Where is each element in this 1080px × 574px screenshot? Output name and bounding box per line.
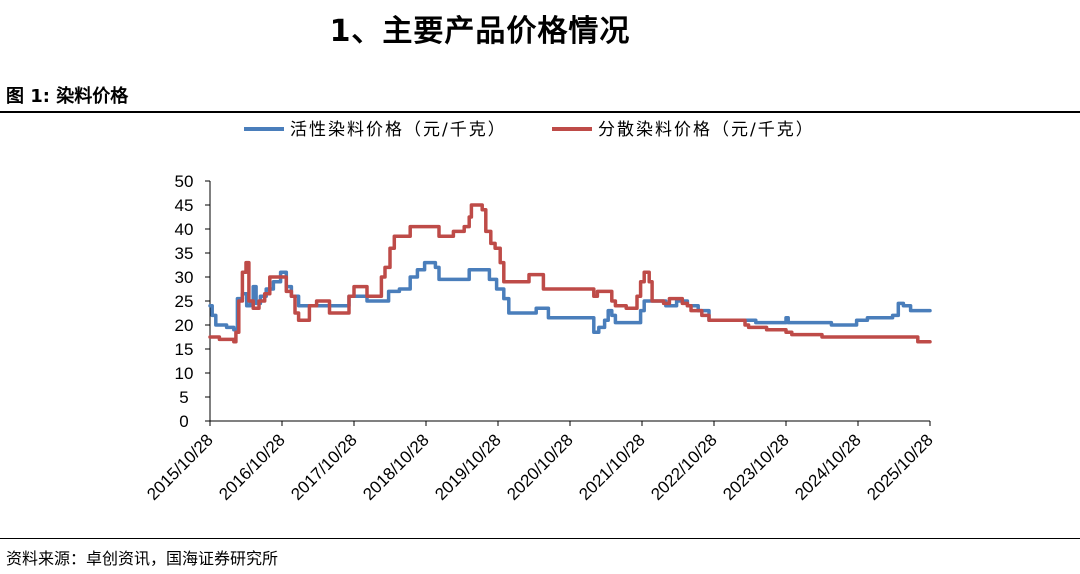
x-tick-label: 2020/10/28 [503,430,577,504]
x-tick-label: 2025/10/28 [863,430,937,504]
y-tick-label: 5 [179,388,188,407]
y-tick-label: 10 [175,364,194,383]
y-tick-label: 25 [175,292,194,311]
bottom-divider [0,538,1080,539]
series-layer [210,205,930,342]
y-tick-label: 30 [175,268,194,287]
y-tick-label: 40 [175,220,194,239]
y-axis: 0 5 10 15 20 25 30 35 40 45 50 [175,172,210,431]
legend: 活性染料价格（元/千克） 分散染料价格（元/千克） [244,120,815,140]
figure-title: 图 1: 染料价格 [6,82,128,108]
y-tick-label: 45 [175,196,194,215]
series-line-active-dye [210,263,930,333]
x-tick-label: 2016/10/28 [215,430,289,504]
x-tick-label: 2017/10/28 [287,430,361,504]
chart: 活性染料价格（元/千克） 分散染料价格（元/千克） 0 5 10 15 20 25 30 35 4… [0,112,1080,536]
x-tick-label: 2021/10/28 [575,430,649,504]
page-title: 1、主要产品价格情况 [0,6,960,50]
x-tick-label: 2022/10/28 [647,430,721,504]
legend-label: 活性染料价格（元/千克） [290,120,507,140]
source-note: 资料来源：卓创资讯，国海证券研究所 [6,545,278,569]
y-tick-label: 0 [179,412,188,431]
y-tick-label: 50 [175,172,194,191]
x-tick-label: 2024/10/28 [791,430,865,504]
x-tick-label: 2018/10/28 [359,430,433,504]
x-tick-label: 2019/10/28 [431,430,505,504]
legend-label: 分散染料价格（元/千克） [598,120,815,140]
y-tick-label: 15 [175,340,194,359]
y-tick-label: 35 [175,244,194,263]
x-tick-label: 2015/10/28 [143,430,217,504]
x-tick-label: 2023/10/28 [719,430,793,504]
y-tick-label: 20 [175,316,194,335]
x-axis: 2015/10/282016/10/282017/10/282018/10/28… [143,421,937,504]
